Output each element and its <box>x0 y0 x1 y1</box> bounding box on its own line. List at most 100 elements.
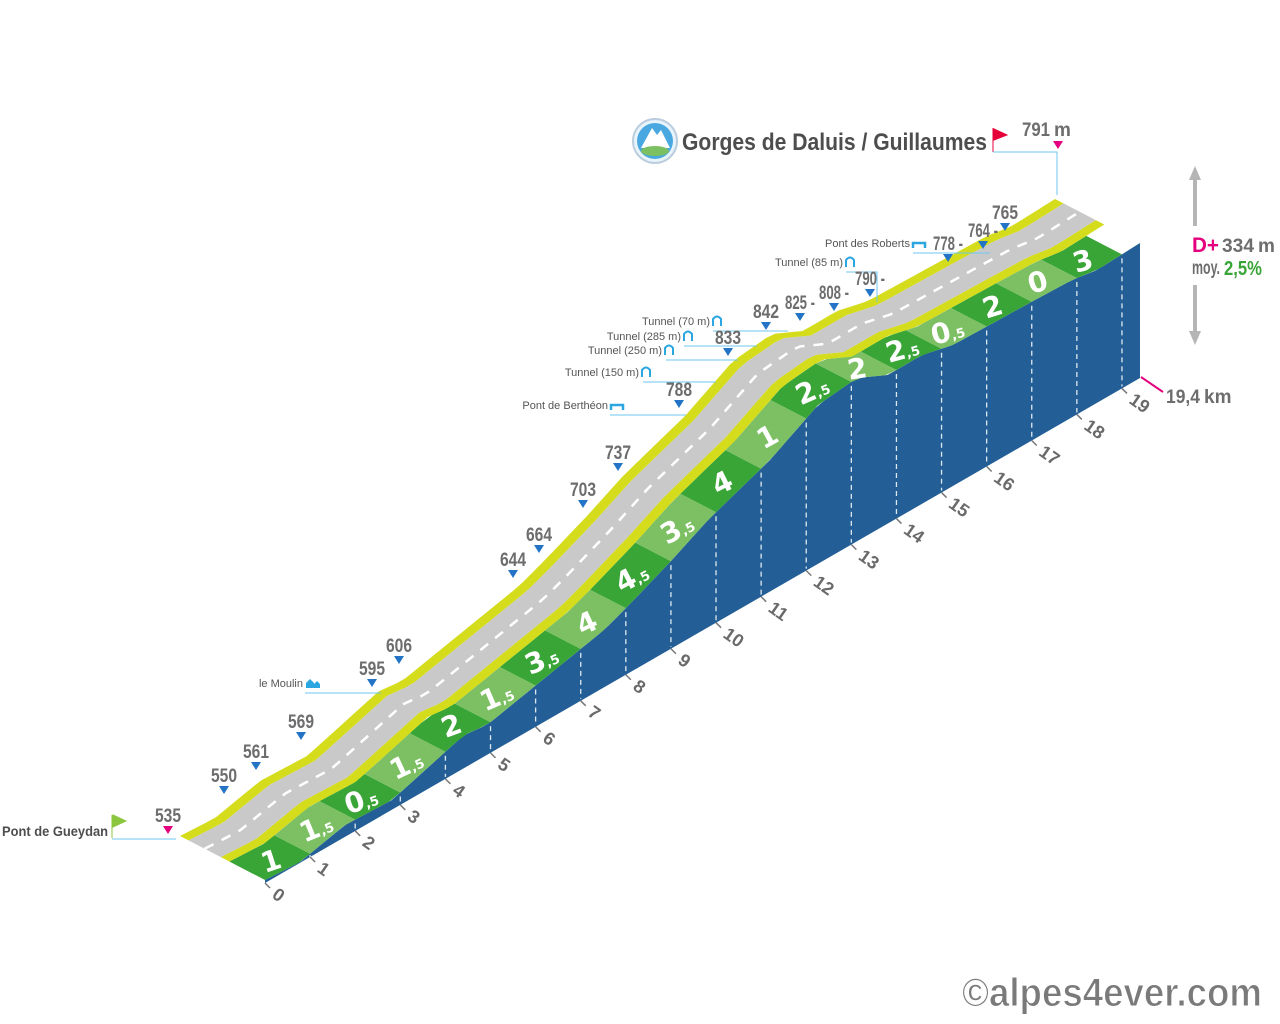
elevation-label: 778 - <box>933 234 963 255</box>
km-tick-label: 16 <box>990 467 1018 495</box>
elevation-label: 808 - <box>819 283 849 304</box>
km-tick <box>760 596 767 603</box>
km-tick-label: 9 <box>675 650 695 672</box>
km-tick <box>941 492 948 499</box>
elevation-label: 569 <box>288 712 314 733</box>
poi-label: Tunnel (70 m) <box>642 316 710 328</box>
km-tick-label: 14 <box>900 519 928 547</box>
elevation-marker-icon <box>978 241 988 249</box>
tunnel-icon <box>683 330 693 341</box>
gradient-segment <box>454 667 536 723</box>
gradient-segment <box>590 542 671 609</box>
gradient-segment <box>725 399 807 469</box>
km-tick <box>444 778 451 785</box>
km-tick-label: 6 <box>539 728 559 750</box>
gradient-segment <box>635 493 717 562</box>
km-tick <box>715 622 722 629</box>
km-tick <box>850 544 857 551</box>
elevation-label: 825 - <box>785 293 815 314</box>
poi-label: Pont de Berthéon <box>522 400 608 412</box>
poi-leader-line <box>846 271 878 302</box>
road-centre-line <box>204 210 1081 850</box>
road-surface <box>188 203 1096 858</box>
elevation-label: 644 <box>500 550 526 571</box>
summit-unit: m <box>1054 120 1071 141</box>
tunnel-icon <box>664 344 674 355</box>
poi-label: le Moulin <box>259 678 303 690</box>
elevation-label: 737 <box>605 443 631 464</box>
km-tick <box>670 648 677 655</box>
km-tick <box>535 726 542 733</box>
summit-marker-icon <box>1053 141 1063 149</box>
avg-gradient: 2,5% <box>1224 258 1262 280</box>
km-tick <box>399 804 406 811</box>
distance-marker-line <box>1140 376 1164 393</box>
elevation-marker-icon <box>163 826 173 834</box>
house-icon <box>306 679 320 688</box>
km-tick-label: 19 <box>1126 389 1154 417</box>
elevation-label: 842 <box>753 302 779 323</box>
elevation-marker-icon <box>367 679 377 687</box>
elevation-marker-icon <box>674 400 684 408</box>
elevation-label: 550 <box>211 766 237 787</box>
elevation-label: 703 <box>570 480 596 501</box>
gradient-segment <box>905 308 987 349</box>
km-tick-label: 0 <box>269 884 289 906</box>
km-tick-label: 18 <box>1081 415 1109 443</box>
gradient-segment <box>319 774 401 820</box>
tunnel-icon <box>641 366 651 377</box>
profile-body <box>180 199 1140 883</box>
gradient-segment <box>815 351 897 382</box>
summit-flag-icon <box>992 128 1009 152</box>
poi-annotations: le Moulin Pont de Berthéon Tunnel (150 m) T… <box>259 238 990 694</box>
km-tick <box>986 465 993 473</box>
elevation-label: 833 <box>715 328 741 349</box>
dplus-unit: m <box>1258 236 1275 257</box>
gradient-segment <box>499 630 581 686</box>
elevation-label: 790 - <box>855 269 885 290</box>
elevation-marker-icon <box>943 254 953 262</box>
km-tick-label: 11 <box>765 598 792 625</box>
km-tick <box>625 674 632 681</box>
elevation-label: 595 <box>359 659 385 680</box>
dplus-label: D+ <box>1192 234 1219 257</box>
poi-label: Tunnel (150 m) <box>565 367 639 379</box>
elevation-marker-icon <box>508 570 518 578</box>
gradient-segment <box>996 259 1077 302</box>
km-tick-label: 4 <box>449 780 469 802</box>
km-tick <box>580 700 587 707</box>
poi-label: Tunnel (250 m) <box>588 345 662 357</box>
gradient-segment <box>545 589 626 649</box>
avg-label: moy. <box>1192 258 1220 279</box>
elevation-marker-icon <box>394 656 404 664</box>
page-title: Gorges de Daluis / Guillaumes <box>682 129 987 156</box>
elevation-label: 764 - <box>968 221 998 242</box>
elevation-marker-icon <box>219 786 229 794</box>
elevation-label: 765 <box>992 203 1018 224</box>
dplus-value: 334 <box>1222 236 1254 257</box>
poi-label: Pont des Roberts <box>825 238 910 250</box>
elevation-marker-icon <box>578 500 588 508</box>
elevation-label: 788 <box>666 380 692 401</box>
total-distance-unit: km <box>1204 387 1231 408</box>
km-tick <box>1076 413 1083 420</box>
poi-label: Tunnel (285 m) <box>607 331 681 343</box>
elevation-label: 535 <box>155 806 181 827</box>
km-tick-label: 15 <box>945 493 973 521</box>
elevation-marker-icon <box>534 545 544 553</box>
elevation-label: 561 <box>243 742 269 763</box>
km-tick <box>805 570 812 577</box>
gradient-segment <box>950 283 1032 327</box>
elevation-label: 664 <box>526 525 552 546</box>
bridge-icon <box>911 241 927 248</box>
bridge-icon <box>609 403 625 410</box>
elevation-marker-icon <box>865 289 875 297</box>
km-tick-label: 1 <box>314 858 334 880</box>
watermark: ©alpes4ever.com <box>962 971 1262 1015</box>
height-arrow-icon <box>1189 166 1201 345</box>
gradient-segment <box>770 363 852 419</box>
elevation-marker-icon <box>795 313 805 321</box>
gradient-segment <box>409 703 491 752</box>
